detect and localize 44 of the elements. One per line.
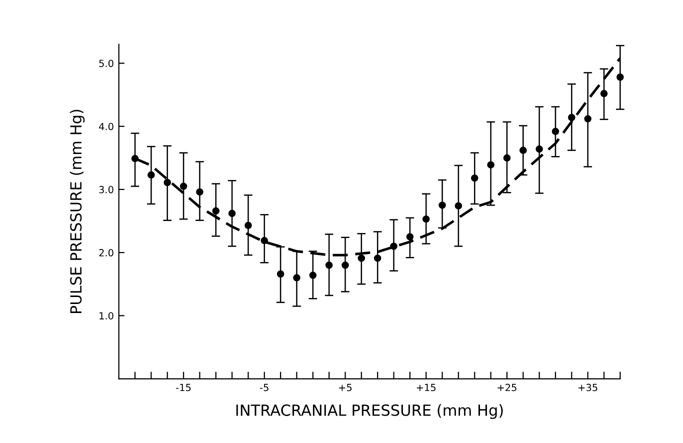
point — [325, 262, 333, 269]
point — [293, 274, 300, 282]
point — [568, 114, 576, 122]
point — [470, 174, 478, 182]
point — [438, 202, 446, 209]
point — [454, 202, 462, 210]
y-axis-title: PULSE PRESSURE (mm Hg) — [70, 110, 85, 314]
point — [503, 154, 511, 162]
point — [212, 207, 220, 215]
point — [148, 171, 155, 179]
point — [244, 222, 252, 230]
x-tick-label: +5 — [339, 384, 352, 392]
point — [374, 254, 382, 262]
y-tick-label: 2.0 — [99, 249, 114, 256]
point — [180, 182, 188, 190]
point — [422, 215, 430, 223]
point — [487, 161, 494, 168]
point — [342, 262, 349, 269]
point — [600, 90, 608, 98]
x-tick-label: +25 — [498, 384, 516, 392]
point — [519, 146, 527, 154]
point — [358, 254, 366, 262]
x-tick-label: +15 — [416, 384, 436, 392]
y-tick-label: 5.0 — [99, 60, 114, 68]
point — [406, 233, 414, 240]
point — [260, 236, 268, 244]
point — [196, 188, 204, 196]
x-tick-label: -15 — [176, 384, 191, 392]
x-tick-label: -5 — [260, 384, 268, 392]
point — [584, 115, 592, 122]
point — [616, 73, 624, 81]
y-tick-label: 3.0 — [99, 186, 114, 194]
y-tick-label: 4.0 — [98, 122, 114, 130]
point — [309, 272, 317, 279]
point — [552, 128, 560, 136]
point — [228, 210, 236, 218]
x-axis-title: INTRACRANIAL PRESSURE (mm Hg) — [236, 404, 503, 419]
point — [390, 242, 398, 250]
point — [164, 178, 171, 186]
point — [536, 145, 543, 153]
point — [131, 154, 139, 162]
x-tick-label: +35 — [578, 384, 598, 392]
y-tick-label: 1.0 — [100, 312, 114, 320]
point — [276, 270, 284, 278]
